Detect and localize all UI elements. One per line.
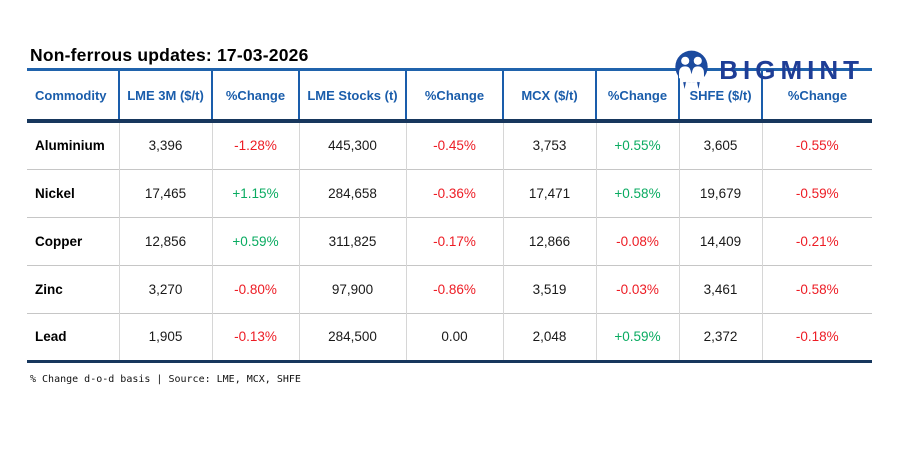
commodity-price-table: Commodity LME 3M ($/t) %Change LME Stock… [27,71,872,363]
commodity-name: Zinc [27,265,120,313]
lme-stocks-value: 284,500 [299,313,407,361]
commodity-name: Lead [27,313,120,361]
table-row-zinc: Zinc 3,270 -0.80% 97,900 -0.86% 3,519 -0… [27,265,872,313]
lme-stocks-change: -0.36% [406,169,504,217]
mcx-change: +0.58% [596,169,680,217]
header-commodity: Commodity [27,71,120,121]
mcx-value: 3,753 [503,121,597,169]
bigmint-people-icon [673,50,710,91]
lme-3m-change: +1.15% [212,169,300,217]
shfe-value: 3,605 [679,121,763,169]
bigmint-logo: BIGMINT [673,50,864,91]
lme-3m-value: 3,396 [119,121,213,169]
lme-stocks-value: 445,300 [299,121,407,169]
table-row-aluminium: Aluminium 3,396 -1.28% 445,300 -0.45% 3,… [27,121,872,169]
bigmint-wordmark: BIGMINT [719,55,864,85]
lme-3m-change: -0.13% [212,313,300,361]
lme-3m-change: -1.28% [212,121,300,169]
shfe-change: -0.55% [795,138,839,154]
header-mcx: MCX ($/t) [503,71,597,121]
mcx-change: +0.55% [596,121,680,169]
lme-stocks-change: -0.45% [406,121,504,169]
page: BIGMINT Non-ferrous updates: 17-03-2026 … [0,44,914,453]
mcx-value: 2,048 [503,313,597,361]
header-lme-3m: LME 3M ($/t) [119,71,213,121]
table-row-copper: Copper 12,856 +0.59% 311,825 -0.17% 12,8… [27,217,872,265]
table-row-nickel: Nickel 17,465 +1.15% 284,658 -0.36% 17,4… [27,169,872,217]
commodity-name: Copper [27,217,120,265]
lme-3m-value: 3,270 [119,265,213,313]
header-lme-stocks: LME Stocks (t) [299,71,407,121]
lme-stocks-value: 311,825 [299,217,407,265]
lme-3m-value: 17,465 [119,169,213,217]
lme-3m-value: 1,905 [119,313,213,361]
mcx-change: +0.59% [596,313,680,361]
header-lme-stocks-change: %Change [406,71,504,121]
commodity-name: Nickel [27,169,120,217]
shfe-change: -0.59% [795,185,839,201]
table-row-lead: Lead 1,905 -0.13% 284,500 0.00 2,048 +0.… [27,313,872,361]
mcx-change: -0.03% [596,265,680,313]
shfe-value: 2,372 [679,313,763,361]
mcx-value: 12,866 [503,217,597,265]
header-lme-3m-change: %Change [212,71,300,121]
mcx-value: 17,471 [503,169,597,217]
source-note: % Change d-o-d basis | Source: LME, MCX,… [30,373,301,385]
shfe-change: -0.18% [795,329,839,344]
shfe-change: -0.58% [795,281,839,297]
header-row: Commodity LME 3M ($/t) %Change LME Stock… [27,71,872,121]
shfe-change: -0.21% [795,233,839,249]
lme-stocks-change: 0.00 [406,313,504,361]
shfe-value: 3,461 [679,265,763,313]
page-title: Non-ferrous updates: 17-03-2026 [30,45,309,65]
lme-stocks-value: 284,658 [299,169,407,217]
mcx-value: 3,519 [503,265,597,313]
lme-3m-value: 12,856 [119,217,213,265]
shfe-value: 14,409 [679,217,763,265]
header-mcx-change: %Change [596,71,680,121]
mcx-change: -0.08% [596,217,680,265]
commodity-table-container: Commodity LME 3M ($/t) %Change LME Stock… [27,68,872,363]
lme-3m-change: -0.80% [212,265,300,313]
lme-3m-change: +0.59% [212,217,300,265]
header-shfe-change: %Change [787,87,848,103]
shfe-value: 19,679 [679,169,763,217]
lme-stocks-value: 97,900 [299,265,407,313]
lme-stocks-change: -0.86% [406,265,504,313]
lme-stocks-change: -0.17% [406,217,504,265]
commodity-name: Aluminium [27,121,120,169]
